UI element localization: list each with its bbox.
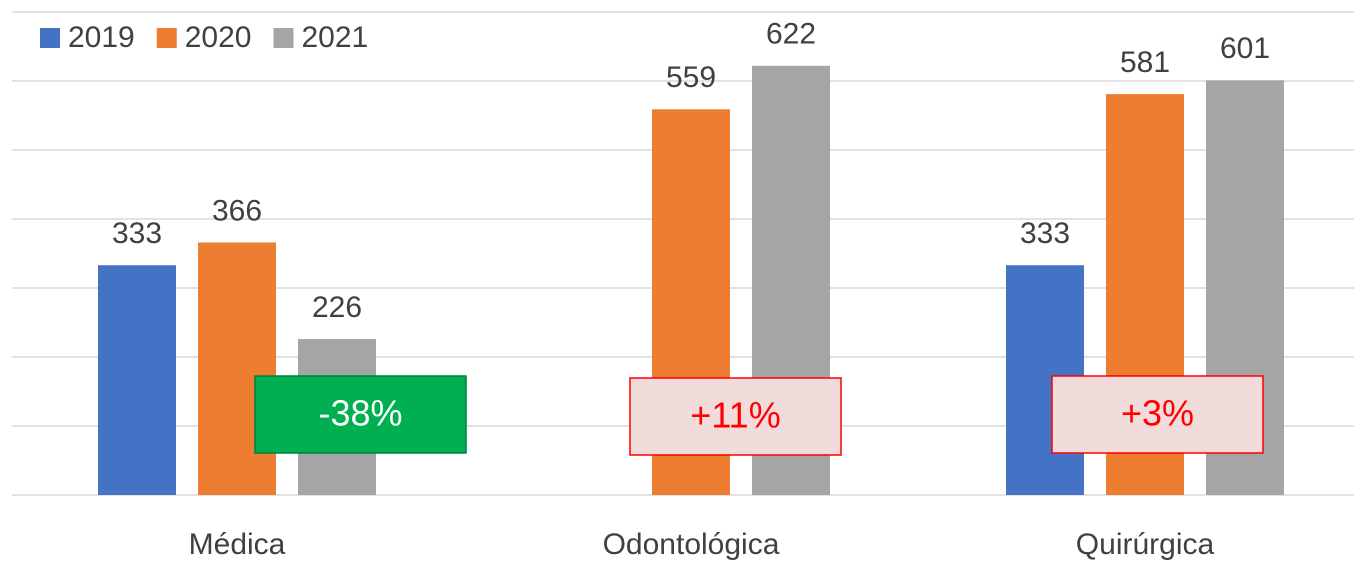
legend-label: 2021 [302, 21, 369, 54]
value-label: 559 [666, 61, 716, 94]
value-label: 366 [212, 194, 262, 227]
annotation-text: -38% [318, 393, 402, 434]
annotation-box [629, 377, 842, 456]
legend-swatch [156, 28, 177, 48]
bar [198, 242, 276, 495]
x-tick-label: Odontológica [603, 528, 780, 560]
legend-label: 2019 [68, 21, 135, 54]
annotation-box [254, 375, 467, 454]
bar [98, 265, 176, 495]
value-label: 581 [1120, 46, 1170, 79]
value-label: 333 [1020, 217, 1070, 250]
value-label: 601 [1220, 32, 1270, 65]
legend-label: 2020 [185, 21, 252, 54]
legend-swatch [40, 28, 60, 48]
value-label: 333 [112, 217, 162, 250]
x-tick-label: Médica [189, 528, 286, 560]
annotation-text: +11% [690, 395, 780, 436]
value-label: 622 [766, 18, 816, 51]
annotation-text: +3% [1121, 393, 1194, 434]
x-tick-label: Quirúrgica [1076, 528, 1215, 560]
value-label: 226 [312, 291, 362, 324]
legend-swatch [273, 28, 294, 48]
annotation-box [1051, 375, 1264, 454]
